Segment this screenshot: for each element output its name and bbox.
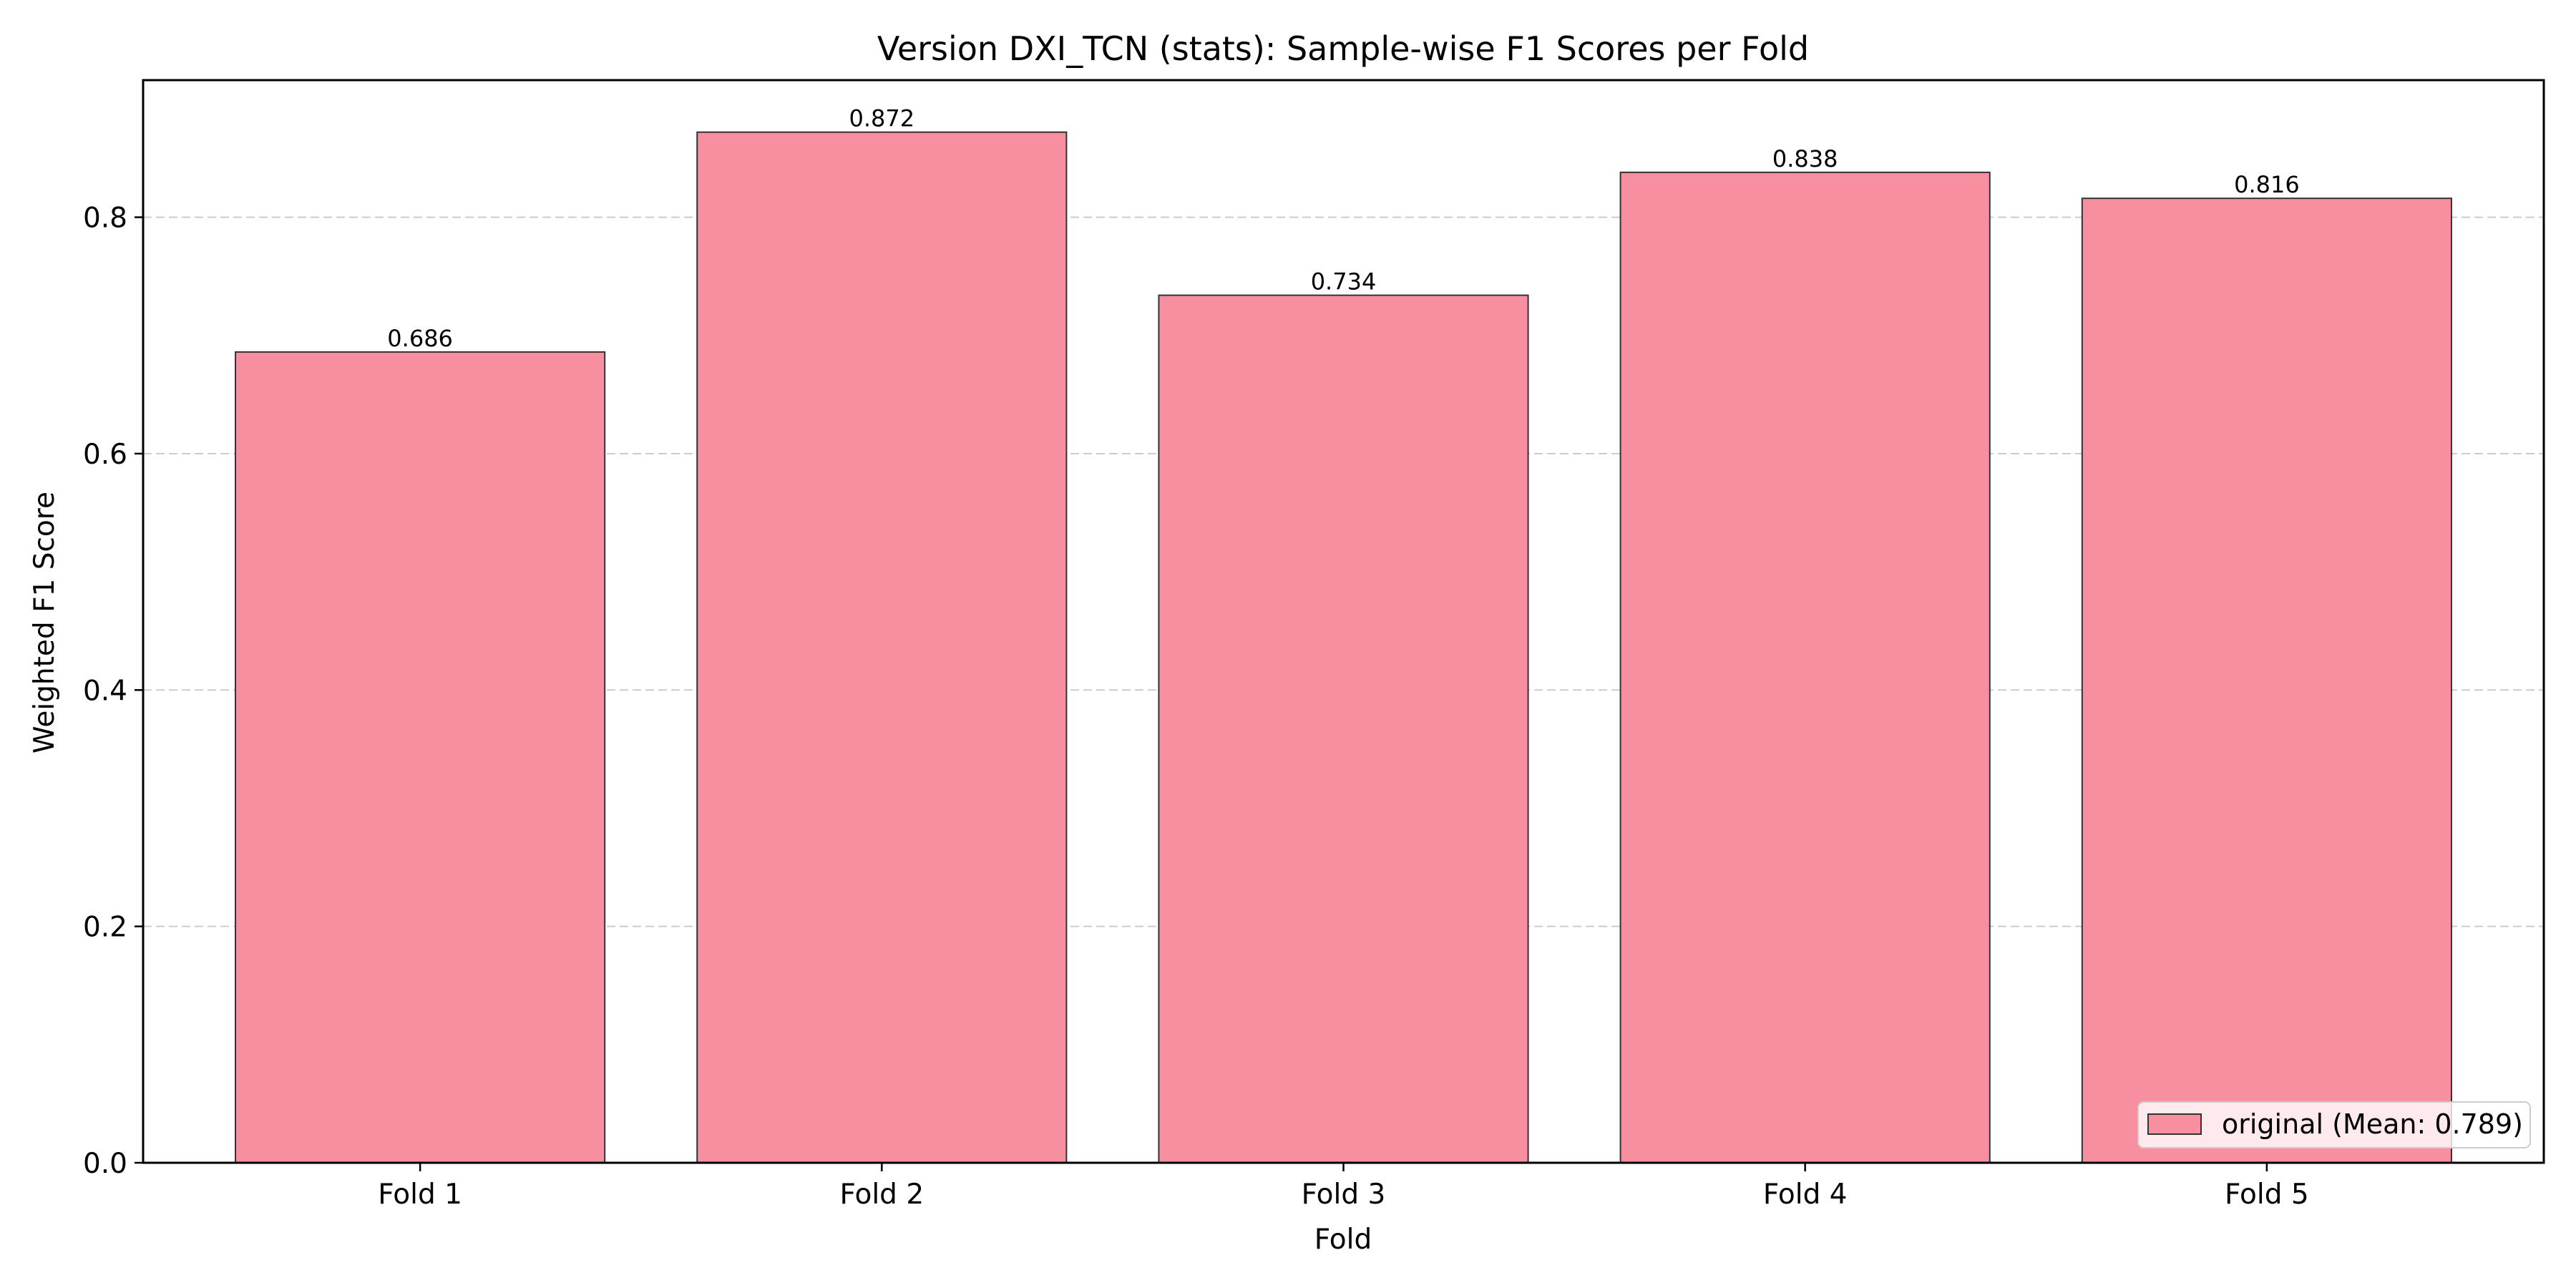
bar	[1619, 171, 1991, 1163]
data-labels: 0.686 0.872 0.734 0.838 0.816	[387, 105, 2299, 352]
y-tick-label: 0.0	[83, 1148, 127, 1180]
y-tick-label: 0.8	[83, 203, 127, 235]
y-tick-label: 0.2	[83, 912, 127, 944]
x-tick-label: Fold 3	[1302, 1179, 1386, 1211]
legend-box	[2137, 1101, 2531, 1148]
bar-value-label: 0.872	[849, 105, 915, 132]
bar	[696, 131, 1068, 1163]
bar-value-label: 0.734	[1311, 268, 1377, 296]
x-axis-ticks: Fold 1 Fold 2 Fold 3 Fold 4 Fold 5	[378, 1163, 2309, 1211]
x-tick-label: Fold 5	[2225, 1179, 2309, 1211]
legend: original (Mean: 0.789)	[2137, 1101, 2531, 1148]
bar	[235, 351, 606, 1163]
x-tick-label: Fold 1	[378, 1179, 462, 1211]
x-tick-label: Fold 2	[839, 1179, 924, 1211]
legend-swatch	[2147, 1113, 2202, 1135]
y-axis-label: Weighted F1 Score	[29, 492, 61, 753]
y-tick-label: 0.4	[83, 675, 127, 707]
bar-value-label: 0.816	[2234, 171, 2300, 198]
bar-value-label: 0.686	[387, 325, 453, 352]
bar	[2081, 197, 2452, 1163]
x-tick-label: Fold 4	[1763, 1179, 1848, 1211]
x-axis-label: Fold	[1314, 1224, 1372, 1256]
y-tick-label: 0.6	[83, 439, 127, 471]
y-axis-ticks: 0.0 0.2 0.4 0.6 0.8	[83, 203, 143, 1180]
bar	[1158, 294, 1529, 1163]
legend-label: original (Mean: 0.789)	[2222, 1108, 2523, 1140]
bar-value-label: 0.838	[1772, 145, 1838, 172]
bars	[235, 131, 2452, 1163]
chart-title: Version DXI_TCN (stats): Sample-wise F1 …	[877, 29, 1809, 68]
